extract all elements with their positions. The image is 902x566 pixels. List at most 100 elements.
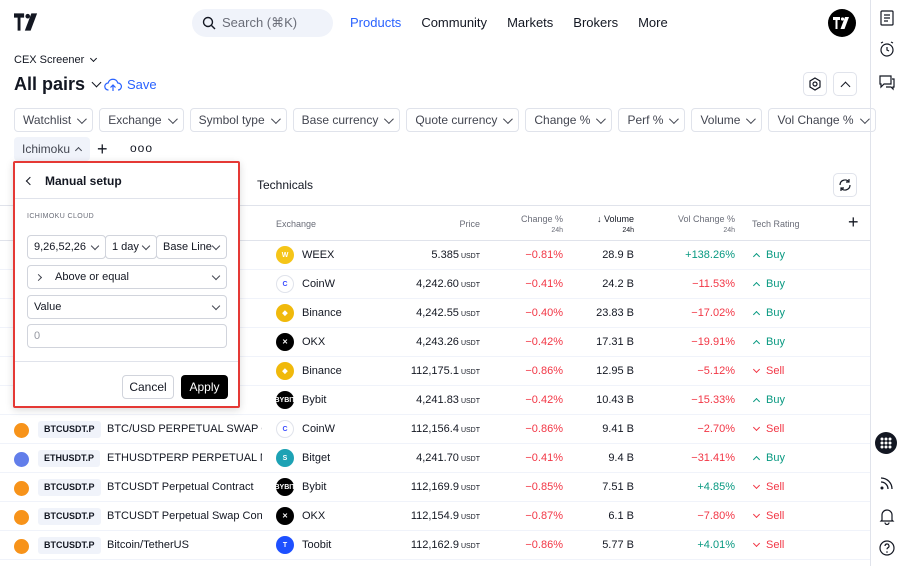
ticker-badge[interactable]: ETHUSDT.P (38, 450, 101, 467)
price-unit: USDT (460, 543, 480, 550)
page-title[interactable]: All pairs (14, 74, 102, 95)
volume-cell: 12.95 B (596, 365, 634, 377)
ichimoku-filter-tab[interactable]: Ichimoku (14, 137, 90, 161)
nav-link-products[interactable]: Products (350, 15, 402, 30)
column-change[interactable]: Change % 24h (521, 214, 563, 236)
table-row[interactable]: BTCUSDT.P BTCUSDT Perpetual Contract BYBIT… (0, 473, 870, 502)
table-row[interactable]: ✕ OKX 4,243.26 USDT −0.42% 17.31 B −19.91% Buy (0, 328, 870, 357)
collapse-button[interactable] (833, 72, 857, 96)
vol-change-cell: −19.91% (691, 336, 735, 348)
condition-select[interactable]: Above or equal (27, 265, 227, 289)
back-arrow-icon[interactable] (25, 176, 35, 185)
avatar[interactable] (828, 9, 856, 37)
filter-perf[interactable]: Perf % (618, 108, 686, 132)
compare-select[interactable]: Value (27, 295, 227, 319)
nav-link-more[interactable]: More (638, 15, 668, 30)
price-unit: USDT (460, 340, 480, 347)
apply-button[interactable]: Apply (181, 375, 228, 399)
filter-watchlist[interactable]: Watchlist (14, 108, 94, 132)
ticker-badge[interactable]: BTCUSDT.P (38, 537, 101, 554)
interval-select[interactable]: 1 day (105, 235, 157, 259)
exchange-logo-icon: ✕ (276, 333, 294, 351)
symbol-description[interactable]: BTCUSDT Perpetual Contract (107, 481, 254, 493)
column-tech-rating[interactable]: Tech Rating (752, 219, 800, 229)
arrow-up-icon (752, 397, 761, 406)
filter-label: Perf % (627, 113, 664, 127)
watchlist-icon[interactable] (878, 9, 896, 27)
price-cell: 112,162.9 USDT (411, 539, 480, 551)
ticker-badge[interactable]: BTCUSDT.P (38, 508, 101, 525)
search-placeholder: Search (⌘K) (222, 15, 298, 30)
notification-bell-icon[interactable] (878, 507, 896, 525)
filter-volume[interactable]: Volume (691, 108, 763, 132)
column-price[interactable]: Price (459, 219, 480, 229)
column-exchange[interactable]: Exchange (276, 219, 317, 229)
tab-technicals[interactable]: Technicals (257, 178, 314, 192)
table-row[interactable]: BTCUSDT.P Bitcoin/TetherUS T Toobit 112,162.… (0, 531, 870, 560)
signal-feed-icon[interactable] (878, 474, 896, 492)
column-volume[interactable]: ↓ Volume 24h (597, 214, 634, 236)
chevron-down-icon (746, 113, 757, 124)
filter-vol-change[interactable]: Vol Change % (768, 108, 876, 132)
volume-cell: 9.4 B (608, 452, 634, 464)
symbol-description[interactable]: BTC/USD PERPETUAL SWAP C... (107, 423, 262, 435)
add-column-button[interactable]: + (848, 212, 859, 233)
help-icon[interactable] (878, 539, 896, 557)
exchange-name: Binance (302, 307, 342, 319)
price-unit: USDT (460, 398, 480, 405)
nav-link-brokers[interactable]: Brokers (573, 15, 619, 30)
chevron-down-icon (211, 271, 221, 281)
add-filter-button[interactable]: + (97, 139, 108, 160)
tech-rating-cell: Sell (752, 423, 784, 435)
exchange-logo-icon: W (276, 246, 294, 264)
table-row[interactable]: BTCUSDT.P BTC/USD PERPETUAL SWAP C... C Coi… (0, 415, 870, 444)
more-options-button[interactable]: ooo (130, 141, 153, 155)
screener-selector[interactable]: CEX Screener (14, 54, 98, 66)
line-select[interactable]: Base Line (156, 235, 227, 259)
popup-header[interactable]: Manual setup (15, 163, 238, 199)
price-value: 112,154.9 (410, 510, 459, 522)
chevron-down-icon (141, 241, 151, 251)
nav-links: Products Community Markets Brokers More (340, 15, 678, 30)
filter-label: Watchlist (23, 113, 72, 127)
refresh-button[interactable] (833, 173, 857, 197)
symbol-description[interactable]: Bitcoin/TetherUS (107, 539, 189, 551)
cancel-button[interactable]: Cancel (122, 375, 174, 399)
filter-quote-currency[interactable]: Quote currency (406, 108, 520, 132)
filter-change[interactable]: Change % (525, 108, 613, 132)
search-input[interactable]: Search (⌘K) (192, 9, 333, 37)
column-vol-change[interactable]: Vol Change % 24h (678, 214, 735, 236)
filter-base-currency[interactable]: Base currency (292, 108, 401, 132)
filter-label: Change % (534, 113, 591, 127)
volume-cell: 24.2 B (602, 278, 634, 290)
save-button[interactable]: Save (104, 77, 157, 92)
value-input[interactable]: 0 (27, 324, 227, 348)
volume-cell: 17.31 B (596, 336, 634, 348)
vol-change-cell: −2.70% (697, 423, 735, 435)
vol-change-cell: +4.85% (697, 481, 735, 493)
ticker-badge[interactable]: BTCUSDT.P (38, 479, 101, 496)
table-row[interactable]: BTCUSDT.P BTCUSDT Perpetual Swap Cont... ✕… (0, 502, 870, 531)
symbol-description[interactable]: BTCUSDT Perpetual Swap Cont... (107, 510, 262, 522)
filter-symbol-type[interactable]: Symbol type (189, 108, 287, 132)
table-row[interactable]: W WEEX 5.385 USDT −0.81% 28.9 B +138.26% Buy (0, 241, 870, 270)
alarm-clock-icon[interactable] (878, 40, 896, 58)
tech-rating-cell: Buy (752, 452, 785, 464)
nav-link-markets[interactable]: Markets (507, 15, 554, 30)
ticker-badge[interactable]: BTCUSDT.P (38, 421, 101, 438)
table-row[interactable]: ETHUSDT.P ETHUSDTPERP PERPETUAL MI... S Bit… (0, 444, 870, 473)
params-select[interactable]: 9,26,52,26 (27, 235, 106, 259)
tradingview-logo[interactable] (14, 13, 40, 31)
apps-grid-button[interactable] (875, 432, 897, 454)
symbol-description[interactable]: ETHUSDTPERP PERPETUAL MI... (107, 452, 262, 464)
table-row[interactable]: ◆ Binance 4,242.55 USDT −0.40% 23.83 B −17.02%… (0, 299, 870, 328)
nav-link-community[interactable]: Community (421, 15, 488, 30)
price-cell: 112,154.9 USDT (411, 510, 480, 522)
filter-exchange[interactable]: Exchange (99, 108, 184, 132)
chat-icon[interactable] (878, 73, 896, 91)
table-row[interactable]: BYBIT Bybit 4,241.83 USDT −0.42% 10.43 B −15.3… (0, 386, 870, 415)
settings-button[interactable] (803, 72, 827, 96)
exchange-name: CoinW (302, 278, 336, 290)
price-unit: USDT (460, 282, 480, 289)
